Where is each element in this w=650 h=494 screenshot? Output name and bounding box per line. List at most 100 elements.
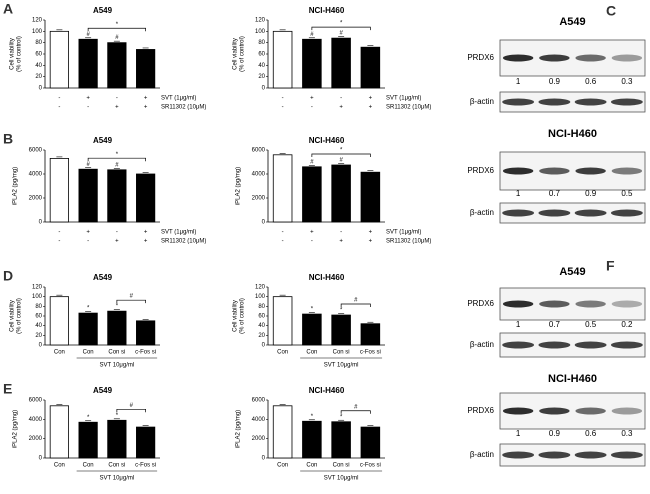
bracket [87, 27, 146, 32]
significance-marker: # [339, 158, 343, 164]
quant-label: 0.6 [585, 77, 597, 86]
bar [78, 312, 98, 346]
protein-band [502, 54, 534, 62]
condition-sign: + [369, 96, 373, 102]
condition-sign: - [116, 230, 118, 236]
condition-sign: - [58, 105, 60, 111]
bar [49, 405, 69, 459]
bar [136, 426, 156, 459]
y-tick-label: 6000 [252, 398, 266, 404]
condition-sign: - [340, 96, 342, 102]
chart-title: A549 [93, 386, 113, 395]
condition-sign: + [339, 239, 343, 245]
protein-band [575, 54, 606, 62]
significance-marker: * [340, 308, 343, 314]
protein-band [539, 407, 570, 415]
x-tick-label: Con si [108, 350, 125, 356]
y-axis-label: Cell viability [10, 38, 16, 70]
blot-title: A549 [559, 16, 585, 28]
y-tick-label: 0 [262, 220, 266, 226]
y-tick-label: 100 [255, 294, 266, 300]
blot-protein: PRDX6 [467, 299, 494, 308]
bar [360, 323, 381, 346]
x-tick-label: Con [83, 463, 94, 469]
y-tick-label: 4000 [252, 172, 266, 178]
blot-control: β-actin [470, 208, 494, 217]
chart-title: A549 [93, 273, 113, 282]
quant-label: 1 [516, 320, 521, 329]
bar [360, 171, 381, 223]
y-axis-label: (% of control) [240, 36, 246, 72]
protein-band [575, 407, 606, 415]
condition-sign: + [144, 239, 148, 245]
bracket [311, 153, 371, 157]
protein-band [502, 167, 534, 175]
protein-band [539, 167, 570, 175]
bar [272, 154, 293, 223]
y-tick-label: 2000 [252, 436, 266, 442]
quant-label: 0.7 [549, 320, 561, 329]
blot-control: β-actin [470, 340, 494, 349]
x-tick-label: Con si [108, 463, 125, 469]
bar [107, 310, 127, 346]
protein-band [539, 300, 570, 308]
protein-band [502, 300, 534, 308]
bar [331, 37, 351, 89]
panel-letter: D [3, 268, 13, 284]
protein-band [611, 407, 643, 415]
quant-label: 0.9 [549, 77, 561, 86]
y-axis-label: iPLA2 (pg/mg) [236, 167, 242, 205]
y-tick-label: 60 [258, 52, 265, 58]
y-tick-label: 4000 [29, 417, 43, 423]
significance-marker: # [115, 162, 119, 168]
bar [107, 419, 127, 459]
condition-sign: + [310, 96, 314, 102]
condition-name: SR11302 (10μM) [386, 239, 431, 245]
bar [272, 296, 293, 346]
chart-title: A549 [93, 6, 113, 15]
x-tick-label: Con [277, 463, 288, 469]
y-tick-label: 6000 [252, 148, 266, 154]
blot-title: A549 [559, 266, 585, 278]
x-tick-label: c-Fos si [135, 463, 156, 469]
y-tick-label: 2000 [252, 196, 266, 202]
y-tick-label: 40 [35, 323, 42, 329]
condition-name: SVT (1μg/ml) [386, 96, 421, 102]
bar [136, 49, 156, 89]
blot-control: β-actin [470, 450, 494, 459]
bar [302, 420, 322, 459]
y-tick-label: 20 [35, 74, 42, 80]
condition-sign: - [58, 96, 60, 102]
bar [49, 157, 69, 223]
x-tick-label: Con [306, 350, 317, 356]
quant-label: 0.6 [585, 429, 597, 438]
condition-sign: - [116, 96, 118, 102]
y-axis-label: Cell viability [10, 300, 16, 332]
protein-band [502, 407, 534, 415]
control-band [574, 341, 607, 349]
bar [272, 405, 293, 459]
bar [331, 314, 351, 346]
significance-marker: * [116, 304, 119, 310]
quant-label: 0.3 [621, 429, 633, 438]
blot-title: NCI-H460 [548, 128, 597, 140]
condition-sign: + [144, 230, 148, 236]
bar [107, 169, 127, 223]
condition-sign: + [369, 105, 373, 111]
control-band [538, 451, 571, 459]
condition-sign: - [87, 239, 89, 245]
x-tick-label: Con [54, 463, 65, 469]
y-tick-label: 120 [255, 18, 266, 24]
bracket-label: * [340, 148, 343, 154]
control-band [538, 209, 571, 217]
y-tick-label: 2000 [29, 196, 43, 202]
condition-sign: + [369, 239, 373, 245]
y-tick-label: 120 [32, 285, 43, 291]
control-band [610, 451, 643, 459]
quant-label: 0.2 [621, 320, 633, 329]
group-label: SVT 10μg/ml [324, 363, 359, 369]
quant-label: 0.5 [621, 189, 633, 198]
condition-name: SVT (1μg/ml) [161, 96, 196, 102]
group-label: SVT 10μg/ml [100, 476, 135, 482]
